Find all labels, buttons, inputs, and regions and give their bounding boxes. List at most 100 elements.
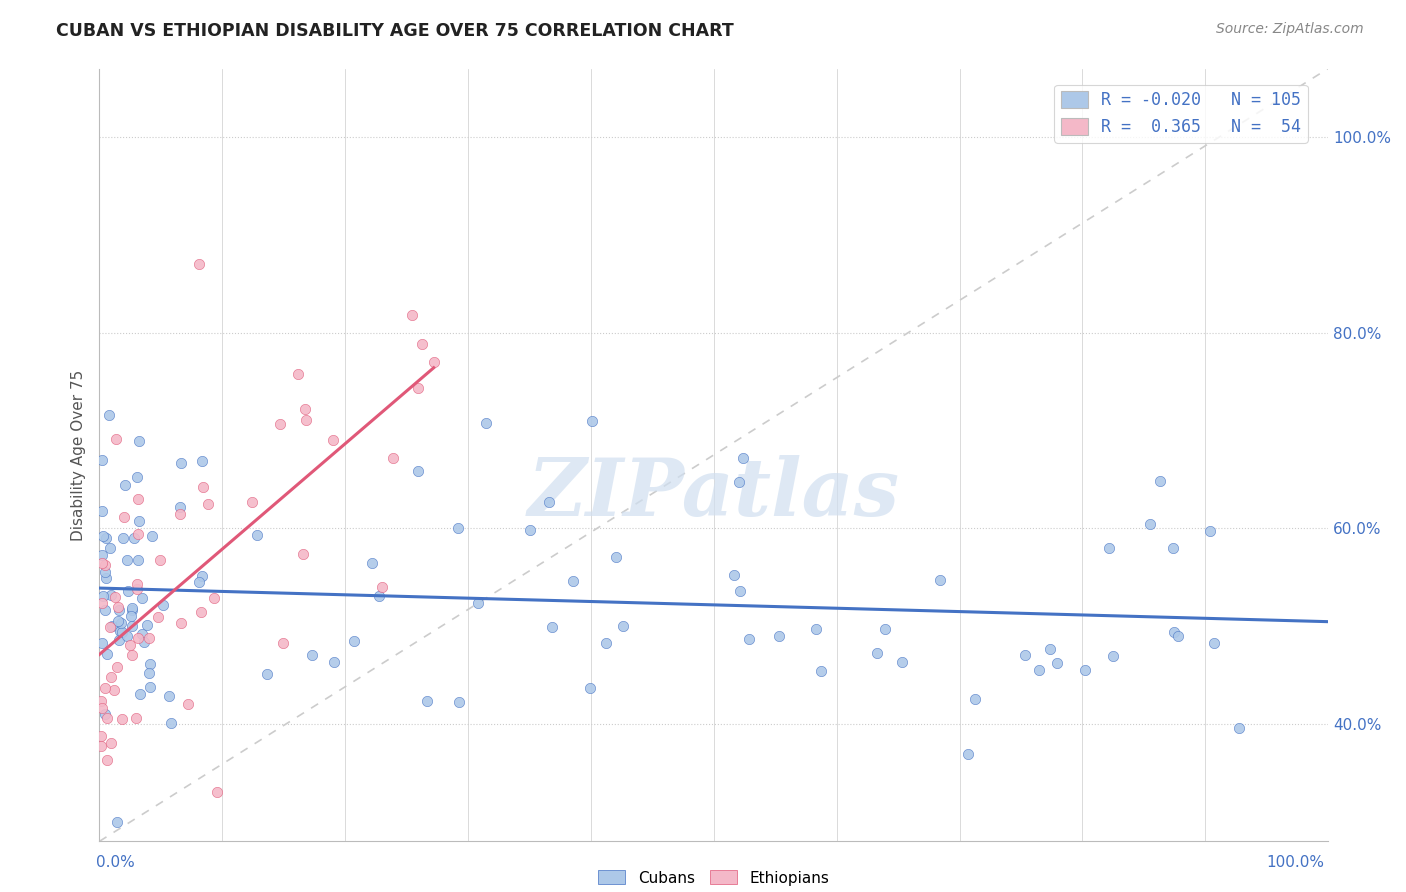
Point — [301, 648, 323, 663]
Point — [152, 598, 174, 612]
Point — [1204, 636, 1226, 650]
Point — [107, 614, 129, 628]
Point — [90, 596, 112, 610]
Point — [294, 402, 316, 417]
Point — [169, 507, 191, 521]
Point — [322, 433, 344, 447]
Point — [90, 739, 112, 754]
Point — [138, 632, 160, 646]
Point — [202, 591, 225, 605]
Point — [127, 491, 149, 506]
Point — [187, 257, 209, 271]
Point — [1028, 663, 1050, 677]
Point — [287, 367, 309, 381]
Point — [128, 515, 150, 529]
Point — [612, 619, 634, 633]
Point — [957, 747, 980, 761]
Legend: R = -0.020   N = 105, R =  0.365   N =  54: R = -0.020 N = 105, R = 0.365 N = 54 — [1054, 85, 1308, 143]
Point — [111, 531, 134, 545]
Point — [1227, 722, 1250, 736]
Point — [108, 603, 131, 617]
Text: CUBAN VS ETHIOPIAN DISABILITY AGE OVER 75 CORRELATION CHART: CUBAN VS ETHIOPIAN DISABILITY AGE OVER 7… — [56, 22, 734, 40]
Point — [343, 633, 366, 648]
Point — [422, 355, 444, 369]
Point — [127, 552, 149, 566]
Point — [965, 692, 987, 706]
Point — [170, 456, 193, 470]
Point — [90, 556, 112, 570]
Point — [256, 666, 278, 681]
Point — [136, 617, 159, 632]
Point — [406, 381, 429, 395]
Point — [100, 619, 122, 633]
Point — [1097, 541, 1119, 555]
Point — [91, 529, 114, 543]
Point — [103, 590, 125, 604]
Point — [127, 631, 149, 645]
Point — [1149, 474, 1171, 488]
Point — [1163, 625, 1185, 640]
Point — [562, 574, 585, 588]
Point — [1046, 656, 1069, 670]
Point — [371, 580, 394, 594]
Point — [269, 417, 291, 432]
Text: 100.0%: 100.0% — [1267, 855, 1324, 870]
Point — [723, 568, 745, 582]
Point — [96, 531, 118, 545]
Text: 0.0%: 0.0% — [96, 855, 135, 870]
Point — [1139, 517, 1161, 532]
Point — [1014, 648, 1036, 662]
Point — [240, 495, 263, 509]
Point — [810, 664, 832, 678]
Point — [401, 308, 423, 322]
Point — [141, 529, 163, 543]
Point — [929, 574, 952, 588]
Point — [177, 697, 200, 711]
Point — [134, 635, 156, 649]
Point — [191, 454, 214, 468]
Point — [125, 711, 148, 725]
Point — [103, 682, 125, 697]
Point — [1101, 648, 1123, 663]
Point — [169, 500, 191, 514]
Point — [111, 625, 134, 640]
Point — [90, 504, 112, 518]
Point — [447, 521, 470, 535]
Point — [100, 670, 122, 684]
Point — [188, 574, 211, 589]
Point — [728, 475, 751, 489]
Point — [595, 636, 617, 650]
Point — [127, 527, 149, 541]
Point — [295, 413, 318, 427]
Point — [121, 603, 143, 617]
Point — [90, 636, 112, 650]
Point — [94, 565, 117, 579]
Point — [157, 689, 180, 703]
Point — [107, 600, 129, 615]
Point — [110, 615, 132, 630]
Point — [291, 547, 314, 561]
Point — [381, 451, 404, 466]
Point — [1163, 541, 1185, 555]
Point — [416, 694, 439, 708]
Point — [90, 693, 112, 707]
Point — [97, 408, 120, 422]
Point — [891, 655, 914, 669]
Point — [519, 524, 541, 538]
Point — [578, 681, 600, 695]
Point — [873, 622, 896, 636]
Point — [581, 414, 603, 428]
Point — [120, 608, 142, 623]
Point — [96, 753, 118, 767]
Point — [169, 616, 191, 631]
Point — [271, 636, 294, 650]
Point — [605, 550, 627, 565]
Point — [112, 510, 135, 524]
Point — [121, 648, 143, 662]
Point — [127, 470, 149, 484]
Point — [728, 584, 751, 599]
Point — [138, 665, 160, 680]
Point — [131, 627, 153, 641]
Point — [114, 477, 136, 491]
Point — [1074, 663, 1097, 677]
